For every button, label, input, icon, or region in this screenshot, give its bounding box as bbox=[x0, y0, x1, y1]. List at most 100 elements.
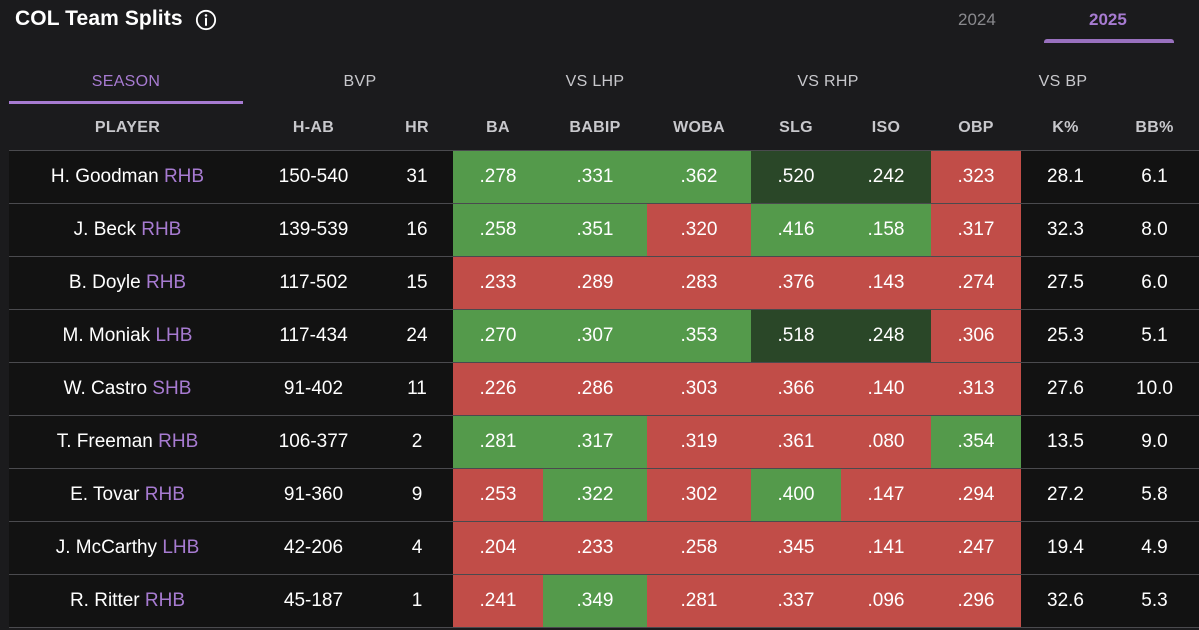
player-cell[interactable]: E. Tovar RHB bbox=[9, 468, 246, 522]
tab-bvp[interactable]: BVP bbox=[343, 73, 377, 90]
player-cell[interactable]: B. Doyle RHB bbox=[9, 256, 246, 310]
batter-hand: RHB bbox=[141, 219, 182, 240]
table-row[interactable]: B. Doyle RHB 117-502 15 .233 .289 .283 .… bbox=[9, 256, 1199, 310]
tab-vs-bp[interactable]: VS BP bbox=[1038, 73, 1088, 90]
col-header-bb-pct[interactable]: BB% bbox=[1135, 119, 1174, 136]
player-name[interactable]: J. Beck bbox=[73, 219, 136, 240]
player-name[interactable]: J. McCarthy bbox=[55, 537, 158, 558]
slg-cell: .376 bbox=[751, 256, 841, 310]
player-cell[interactable]: T. Freeman RHB bbox=[9, 415, 246, 469]
babip-cell: .349 bbox=[543, 574, 647, 628]
col-header-ba[interactable]: BA bbox=[486, 119, 510, 136]
table-row[interactable]: T. Freeman RHB 106-377 2 .281 .317 .319 … bbox=[9, 415, 1199, 469]
iso-cell: .143 bbox=[841, 256, 931, 310]
player-cell[interactable]: H. Goodman RHB bbox=[9, 150, 246, 204]
player-cell[interactable]: W. Castro SHB bbox=[9, 362, 246, 416]
babip-cell: .307 bbox=[543, 309, 647, 363]
year-tab-2025[interactable]: 2025 bbox=[1089, 10, 1127, 29]
woba-cell: .283 bbox=[647, 256, 751, 310]
player-name[interactable]: E. Tovar bbox=[70, 484, 140, 505]
babip-cell: .351 bbox=[543, 203, 647, 257]
player-name[interactable]: R. Ritter bbox=[69, 590, 140, 611]
hr-cell: 31 bbox=[381, 150, 453, 204]
info-icon[interactable] bbox=[195, 9, 217, 31]
obp-cell: .323 bbox=[931, 150, 1021, 204]
h-ab-cell: 91-360 bbox=[246, 468, 381, 522]
babip-cell: .233 bbox=[543, 521, 647, 575]
batter-hand: RHB bbox=[163, 166, 205, 187]
slg-cell: .345 bbox=[751, 521, 841, 575]
hr-cell: 4 bbox=[381, 521, 453, 575]
player-cell[interactable]: J. McCarthy LHB bbox=[9, 521, 246, 575]
ba-cell: .281 bbox=[453, 415, 543, 469]
player-name[interactable]: M. Moniak bbox=[62, 325, 151, 346]
ba-cell: .270 bbox=[453, 309, 543, 363]
batter-hand: LHB bbox=[155, 325, 193, 346]
bb-pct-cell: 6.0 bbox=[1110, 256, 1199, 310]
iso-cell: .140 bbox=[841, 362, 931, 416]
col-header-player[interactable]: PLAYER bbox=[94, 119, 161, 136]
table-header-row: PLAYER H-AB HR BA BABIP WOBA SLG ISO OBP… bbox=[9, 106, 1199, 151]
iso-cell: .080 bbox=[841, 415, 931, 469]
player-name[interactable]: T. Freeman bbox=[56, 431, 153, 452]
tab-season[interactable]: SEASON bbox=[91, 73, 161, 90]
player-cell[interactable]: M. Moniak LHB bbox=[9, 309, 246, 363]
year-tab-2024[interactable]: 2024 bbox=[958, 10, 996, 29]
k-pct-cell: 32.6 bbox=[1021, 574, 1110, 628]
col-header-woba[interactable]: WOBA bbox=[673, 119, 725, 136]
table-row[interactable]: E. Tovar RHB 91-360 9 .253 .322 .302 .40… bbox=[9, 468, 1199, 522]
iso-cell: .096 bbox=[841, 574, 931, 628]
col-header-hr[interactable]: HR bbox=[405, 119, 429, 136]
table-row[interactable]: R. Ritter RHB 45-187 1 .241 .349 .281 .3… bbox=[9, 574, 1199, 628]
table-row[interactable]: J. McCarthy LHB 42-206 4 .204 .233 .258 … bbox=[9, 521, 1199, 575]
player-cell[interactable]: R. Ritter RHB bbox=[9, 574, 246, 628]
obp-cell: .274 bbox=[931, 256, 1021, 310]
k-pct-cell: 28.1 bbox=[1021, 150, 1110, 204]
col-header-k-pct[interactable]: K% bbox=[1052, 119, 1079, 136]
h-ab-cell: 91-402 bbox=[246, 362, 381, 416]
table-row[interactable]: J. Beck RHB 139-539 16 .258 .351 .320 .4… bbox=[9, 203, 1199, 257]
ba-cell: .204 bbox=[453, 521, 543, 575]
k-pct-cell: 32.3 bbox=[1021, 203, 1110, 257]
obp-cell: .294 bbox=[931, 468, 1021, 522]
tab-vs-rhp[interactable]: VS RHP bbox=[797, 73, 859, 90]
player-cell[interactable]: J. Beck RHB bbox=[9, 203, 246, 257]
batter-hand: LHB bbox=[162, 537, 200, 558]
col-header-babip[interactable]: BABIP bbox=[569, 119, 621, 136]
tab-vs-lhp[interactable]: VS LHP bbox=[565, 73, 625, 90]
babip-cell: .322 bbox=[543, 468, 647, 522]
table-row[interactable]: M. Moniak LHB 117-434 24 .270 .307 .353 … bbox=[9, 309, 1199, 363]
k-pct-cell: 27.5 bbox=[1021, 256, 1110, 310]
batter-hand: RHB bbox=[144, 590, 186, 611]
iso-cell: .147 bbox=[841, 468, 931, 522]
k-pct-cell: 19.4 bbox=[1021, 521, 1110, 575]
hr-cell: 24 bbox=[381, 309, 453, 363]
babip-cell: .289 bbox=[543, 256, 647, 310]
woba-cell: .281 bbox=[647, 574, 751, 628]
player-name[interactable]: H. Goodman bbox=[50, 166, 159, 187]
woba-cell: .362 bbox=[647, 150, 751, 204]
woba-cell: .303 bbox=[647, 362, 751, 416]
col-header-iso[interactable]: ISO bbox=[871, 119, 901, 136]
bb-pct-cell: 10.0 bbox=[1110, 362, 1199, 416]
player-name[interactable]: W. Castro bbox=[63, 378, 148, 399]
bb-pct-cell: 8.0 bbox=[1110, 203, 1199, 257]
ba-cell: .241 bbox=[453, 574, 543, 628]
col-header-h-ab[interactable]: H-AB bbox=[292, 119, 335, 136]
slg-cell: .400 bbox=[751, 468, 841, 522]
slg-cell: .416 bbox=[751, 203, 841, 257]
table-row[interactable]: W. Castro SHB 91-402 11 .226 .286 .303 .… bbox=[9, 362, 1199, 416]
slg-cell: .520 bbox=[751, 150, 841, 204]
table-row[interactable]: H. Goodman RHB 150-540 31 .278 .331 .362… bbox=[9, 150, 1199, 204]
col-header-obp[interactable]: OBP bbox=[958, 119, 994, 136]
col-header-slg[interactable]: SLG bbox=[779, 119, 813, 136]
slg-cell: .361 bbox=[751, 415, 841, 469]
k-pct-cell: 27.2 bbox=[1021, 468, 1110, 522]
woba-cell: .319 bbox=[647, 415, 751, 469]
splits-table: PLAYER H-AB HR BA BABIP WOBA SLG ISO OBP… bbox=[9, 106, 1199, 628]
obp-cell: .317 bbox=[931, 203, 1021, 257]
h-ab-cell: 150-540 bbox=[246, 150, 381, 204]
h-ab-cell: 139-539 bbox=[246, 203, 381, 257]
player-name[interactable]: B. Doyle bbox=[68, 272, 141, 293]
obp-cell: .313 bbox=[931, 362, 1021, 416]
